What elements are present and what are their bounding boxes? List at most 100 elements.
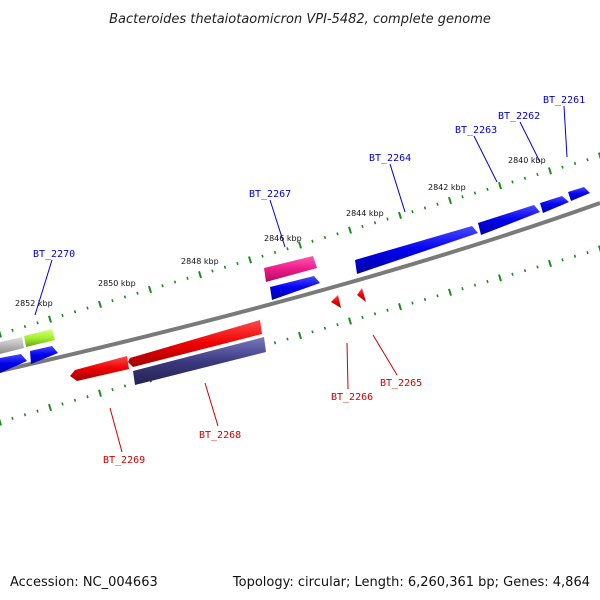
gene-arrow-bt2270[interactable] bbox=[24, 329, 55, 347]
scale-tick-major bbox=[298, 241, 302, 249]
scale-tick-minor bbox=[523, 176, 527, 180]
scale-tick-minor bbox=[186, 276, 189, 280]
scale-tick-minor bbox=[323, 235, 327, 240]
scale-tick-major bbox=[0, 330, 2, 338]
gene-arrow-bt2262[interactable] bbox=[540, 196, 569, 213]
leader-bt2266 bbox=[346, 342, 349, 390]
scale-tick-minor bbox=[561, 165, 564, 169]
scale-tick-major bbox=[548, 167, 552, 175]
scale-tick-minor bbox=[511, 180, 514, 184]
gene-label-bt2263[interactable]: BT_2263 bbox=[455, 125, 497, 136]
gene-label-bt2264[interactable]: BT_2264 bbox=[369, 153, 411, 164]
scale-label: 2848 kbp bbox=[181, 257, 219, 266]
scale-tick-minor bbox=[11, 416, 14, 420]
gene-label-bt2268[interactable]: BT_2268 bbox=[199, 430, 241, 441]
scale-tick-minor bbox=[386, 308, 389, 312]
leader-bt2262 bbox=[519, 121, 541, 163]
gene-label-bt2262[interactable]: BT_2262 bbox=[498, 111, 540, 122]
scale-tick-major bbox=[48, 315, 52, 323]
scale-tick-minor bbox=[86, 395, 89, 399]
gene-arrow-bt2269[interactable] bbox=[70, 356, 129, 381]
gene-arrow-bt2261[interactable] bbox=[568, 187, 590, 201]
scale-tick-minor bbox=[111, 299, 114, 303]
genome-backbone bbox=[0, 201, 600, 373]
scale-tick-major bbox=[98, 389, 102, 397]
scale-tick-minor bbox=[461, 195, 464, 199]
scale-tick-major bbox=[248, 256, 252, 264]
scale-tick-minor bbox=[73, 398, 77, 402]
scale-tick-minor bbox=[36, 409, 39, 413]
scale-tick-minor bbox=[411, 301, 414, 305]
scale-tick-minor bbox=[73, 310, 77, 314]
scale-tick-minor bbox=[86, 306, 89, 310]
scale-tick-minor bbox=[36, 321, 39, 325]
map-title: Bacteroides thetaiotaomicron VPI-5482, c… bbox=[109, 12, 491, 27]
scale-tick-minor bbox=[123, 295, 127, 299]
scale-tick-major bbox=[198, 271, 202, 279]
gene-label-bt2261[interactable]: BT_2261 bbox=[543, 95, 585, 106]
scale-tick-minor bbox=[373, 221, 377, 225]
scale-tick-minor bbox=[411, 210, 414, 214]
scale-tick-major bbox=[498, 274, 502, 282]
scale-tick-minor bbox=[286, 247, 289, 251]
scale-label: 2852 kbp bbox=[15, 299, 53, 308]
leader-bt2268 bbox=[204, 382, 219, 427]
scale-tick-minor bbox=[136, 291, 139, 295]
scale-tick-minor bbox=[311, 330, 314, 334]
scale-tick-minor bbox=[273, 250, 277, 255]
scale-tick-minor bbox=[423, 206, 427, 210]
scale-tick-minor bbox=[561, 258, 564, 262]
gene-arrow-rev-a[interactable] bbox=[128, 320, 262, 367]
scale-tick-minor bbox=[323, 326, 327, 330]
scale-labels: 2840 kbp 2842 kbp 2844 kbp 2846 kbp 2848… bbox=[15, 156, 546, 308]
gene-arrow-fwd-b[interactable] bbox=[30, 346, 58, 364]
scale-tick-major bbox=[598, 245, 600, 253]
scale-tick-minor bbox=[61, 402, 64, 406]
scale-tick-minor bbox=[161, 284, 164, 288]
scale-tick-minor bbox=[111, 387, 114, 392]
scale-tick-minor bbox=[461, 287, 464, 291]
scale-tick-minor bbox=[436, 294, 439, 298]
gene-arrow-fwd-c[interactable] bbox=[0, 354, 27, 373]
scale-tick-major bbox=[448, 288, 452, 296]
gene-label-bt2265[interactable]: BT_2265 bbox=[380, 378, 422, 389]
gene-arrow-bt2267[interactable] bbox=[264, 256, 317, 282]
scale-tick-major bbox=[498, 182, 502, 190]
genome-summary-text: Topology: circular; Length: 6,260,361 bp… bbox=[232, 575, 590, 590]
gene-arrow-fwd-a[interactable] bbox=[270, 276, 320, 300]
leader-bt2265 bbox=[372, 334, 398, 376]
scale-tick-minor bbox=[473, 191, 477, 195]
gene-arrow-gray[interactable] bbox=[0, 337, 24, 354]
scale-tick-minor bbox=[311, 239, 314, 243]
scale-tick-minor bbox=[211, 269, 214, 273]
forward-genes bbox=[0, 187, 590, 373]
leader-bt2264 bbox=[389, 163, 406, 213]
scale-tick-minor bbox=[386, 217, 389, 221]
gene-label-bt2267[interactable]: BT_2267 bbox=[249, 189, 291, 200]
scale-tick-major bbox=[398, 303, 402, 311]
gene-arrow-bt2266[interactable] bbox=[331, 295, 341, 308]
scale-tick-minor bbox=[523, 269, 527, 273]
scale-tick-minor bbox=[486, 187, 489, 191]
scale-tick-minor bbox=[11, 328, 14, 332]
scale-tick-minor bbox=[423, 297, 427, 302]
scale-tick-major bbox=[348, 317, 352, 325]
gene-arrow-bt2268[interactable] bbox=[133, 337, 266, 385]
scale-tick-major bbox=[298, 331, 302, 340]
gene-label-bt2270[interactable]: BT_2270 bbox=[33, 249, 75, 260]
gene-label-bt2269[interactable]: BT_2269 bbox=[103, 455, 145, 466]
scale-tick-minor bbox=[473, 283, 477, 287]
scale-tick-minor bbox=[286, 337, 289, 341]
gene-arrow-bt2263[interactable] bbox=[478, 205, 540, 235]
scale-label: 2840 kbp bbox=[508, 156, 546, 165]
gene-label-bt2266[interactable]: BT_2266 bbox=[331, 392, 373, 403]
scale-tick-minor bbox=[23, 413, 27, 417]
scale-tick-minor bbox=[261, 254, 264, 258]
gene-arrow-bt2264[interactable] bbox=[355, 226, 478, 274]
leader-bt2269 bbox=[109, 407, 123, 453]
gene-arrow-bt2265[interactable] bbox=[357, 288, 366, 302]
scale-label: 2842 kbp bbox=[428, 183, 466, 192]
scale-tick-minor bbox=[173, 280, 177, 284]
scale-tick-minor bbox=[361, 224, 364, 229]
